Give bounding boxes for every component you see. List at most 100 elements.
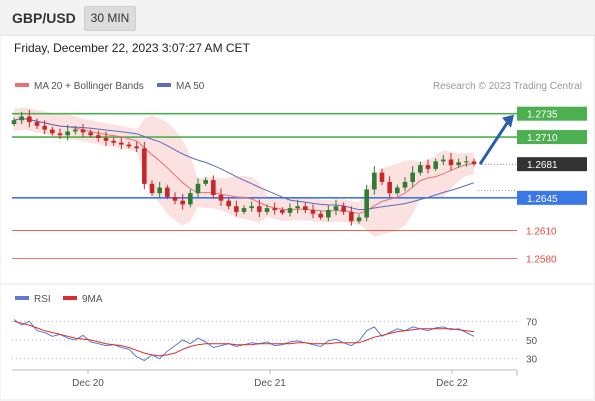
candle-body [395, 187, 400, 194]
candle-body [80, 129, 86, 133]
chart-frame [0, 34, 595, 401]
rsi-legend-swatch [15, 296, 29, 300]
candle-body [425, 165, 431, 169]
candle-body [264, 208, 270, 212]
candle-body [333, 206, 339, 211]
candle-body [272, 208, 277, 211]
candle-body [57, 133, 63, 136]
candle-body [27, 116, 32, 123]
ma50-line [13, 117, 475, 211]
pivot-label-3: 1.2645 [527, 194, 558, 205]
symbol-title: GBP/USD [12, 10, 76, 26]
price-levels: 1.2735 1.2710 1.2681 1.2645 1.2610 1.2580 [12, 106, 587, 266]
chart-datetime: Friday, December 22, 2023 3:07:27 AM CET [14, 41, 250, 55]
rsi-ma-legend-swatch [63, 296, 77, 300]
support-label-5: 1.2580 [526, 255, 557, 266]
candle-body [280, 210, 285, 213]
candle-body [42, 125, 47, 130]
candle-body [364, 189, 369, 218]
candle-body [172, 196, 178, 201]
ma50-legend-label: MA 50 [176, 81, 205, 92]
rsi-tick-label-2: 30 [526, 355, 538, 366]
candle-body [218, 195, 224, 201]
bollinger-legend-swatch [15, 83, 29, 87]
bollinger-legend-label: MA 20 + Bollinger Bands [34, 81, 144, 92]
candle-body [441, 159, 446, 162]
resistance-label-box-1 [517, 130, 587, 145]
candle-body [126, 144, 132, 147]
candle-body [165, 187, 170, 197]
candle-body [188, 193, 193, 205]
rsi-panel: 70 50 30 [12, 317, 538, 366]
pivot-label-box-3 [517, 190, 587, 205]
candle-body [471, 161, 477, 165]
candles [11, 109, 477, 226]
arrow-shaft [478, 120, 510, 166]
rsi-legend-label: RSI [34, 294, 51, 305]
candle-body [349, 211, 354, 222]
x-tick-label-0: Dec 20 [72, 378, 104, 389]
candle-body [372, 172, 377, 190]
support-label-4: 1.2610 [526, 227, 557, 238]
candle-body [303, 206, 308, 211]
candle-body [195, 183, 201, 194]
candle-body [418, 165, 423, 173]
candle-body [34, 122, 40, 126]
x-axis-labels: Dec 20 Dec 21 Dec 22 [72, 370, 468, 389]
x-tick-label-2: Dec 22 [436, 378, 468, 389]
candle-body [241, 208, 247, 212]
candle-body [19, 116, 24, 121]
candle-body [88, 132, 93, 136]
forecast-arrow [478, 114, 514, 166]
candle-body [50, 129, 55, 134]
candle-body [464, 161, 469, 163]
candle-body [96, 135, 101, 139]
timeframe-badge[interactable]: 30 MIN [84, 6, 136, 31]
candle-body [180, 200, 185, 205]
candle-body [157, 187, 162, 194]
candle-body [295, 206, 300, 209]
candle-body [448, 159, 454, 166]
candle-body [387, 181, 392, 194]
candle-body [226, 200, 231, 207]
candle-body [341, 206, 346, 212]
rsi-ma-line [13, 320, 475, 357]
candle-body [287, 208, 293, 213]
candle-body [379, 172, 385, 182]
candle-body [257, 206, 262, 212]
candle-body [433, 161, 438, 169]
candle-body [410, 172, 415, 182]
rsi-ma-legend-label: 9MA [82, 294, 103, 305]
candle-body [456, 162, 461, 166]
x-tick-label-1: Dec 21 [254, 378, 286, 389]
arrow-head [502, 114, 514, 128]
bollinger-band-area [14, 107, 474, 237]
resistance-label-box-0 [517, 106, 587, 121]
candle-body [326, 210, 331, 218]
candle-body [310, 210, 316, 214]
bollinger-bands [14, 107, 474, 237]
candle-body [249, 206, 254, 209]
ma50-legend-swatch [157, 83, 171, 87]
candle-body [103, 138, 109, 141]
credit-text: Research © 2023 Trading Central [433, 81, 582, 92]
candle-body [65, 131, 70, 136]
candle-body [111, 140, 116, 143]
candle-body [356, 217, 362, 222]
candle-body [318, 213, 323, 218]
candle-body [234, 206, 239, 212]
last-price-label-box [517, 157, 587, 172]
candle-body [11, 120, 17, 124]
resistance-label-0: 1.2735 [527, 110, 558, 121]
candle-body [73, 129, 78, 132]
candle-body [402, 181, 408, 188]
candle-body [119, 142, 124, 145]
resistance-label-1: 1.2710 [527, 133, 558, 144]
rsi-tick-label-0: 70 [526, 317, 538, 328]
header-bar: GBP/USD 30 MIN [0, 0, 595, 36]
rsi-tick-label-1: 50 [526, 336, 538, 347]
candle-body [134, 146, 139, 149]
candle-body [149, 183, 155, 194]
last-price-label: 1.2681 [527, 160, 558, 171]
